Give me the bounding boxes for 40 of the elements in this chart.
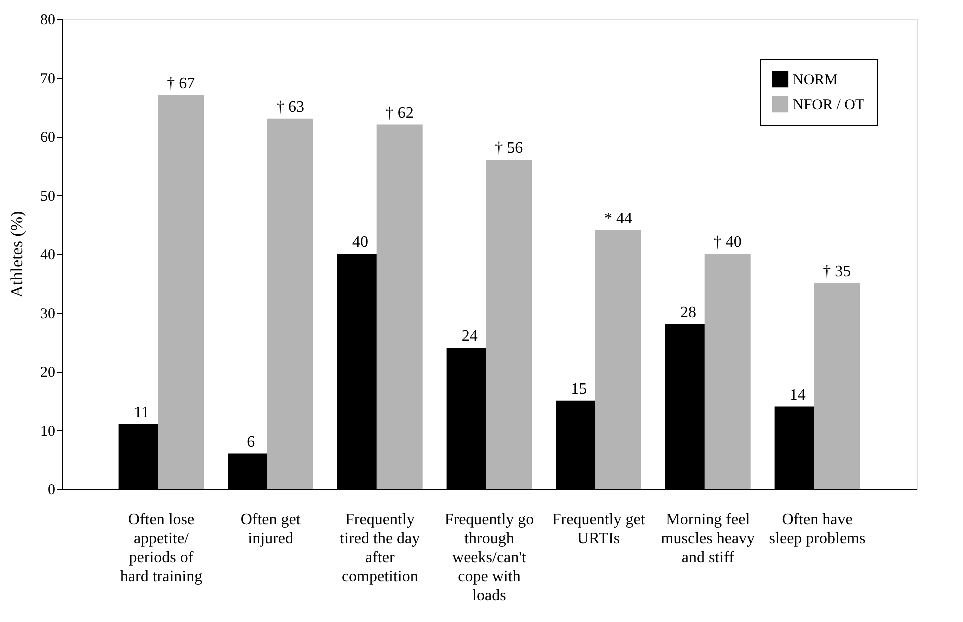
x-tick-label: Morning feel muscles heavy and stiff xyxy=(661,512,756,566)
bar xyxy=(268,118,314,489)
data-label: 14 xyxy=(790,386,806,404)
bar xyxy=(158,95,204,489)
y-tick-label: 0 xyxy=(48,482,56,498)
y-tick-label: 20 xyxy=(40,365,56,381)
data-label: † 56 xyxy=(495,140,524,157)
y-tick-label: 70 xyxy=(40,71,56,88)
data-label: 11 xyxy=(134,404,150,422)
data-label: 24 xyxy=(462,328,478,345)
y-tick-label: 50 xyxy=(40,188,56,205)
y-tick-label: 60 xyxy=(40,130,56,146)
bar xyxy=(814,283,860,489)
data-label: 6 xyxy=(247,434,256,451)
y-tick-label: 10 xyxy=(40,424,56,440)
data-label: † 67 xyxy=(167,75,196,92)
data-label: 40 xyxy=(352,234,368,251)
bar xyxy=(486,160,532,489)
x-tick-label: Frequently get URTIs xyxy=(552,512,646,548)
y-axis-title: Athletes (%) xyxy=(8,211,26,298)
y-tick-label: 40 xyxy=(40,248,56,264)
data-label: † 62 xyxy=(386,104,414,122)
x-tick-label: Often have sleep problems xyxy=(769,512,866,548)
legend-label: NORM xyxy=(793,72,838,88)
x-tick-label: Frequently go through weeks/can't cope with loads xyxy=(444,512,534,604)
data-label: † 40 xyxy=(714,234,742,251)
x-tick-label: Frequently tired the day after competition xyxy=(340,512,420,586)
data-label: 28 xyxy=(680,304,696,322)
data-label: † 35 xyxy=(823,263,852,280)
data-label: † 63 xyxy=(276,98,305,116)
y-tick-label: 80 xyxy=(40,12,56,28)
x-tick-label: Often get injured xyxy=(240,512,302,548)
bar xyxy=(376,124,423,489)
legend-label: NFOR / OT xyxy=(793,98,865,114)
bar xyxy=(596,230,642,489)
bar xyxy=(704,254,751,489)
x-tick-label: Often lose appetite/ periods of hard training xyxy=(120,512,203,586)
data-label: * 44 xyxy=(604,210,633,228)
y-tick-label: 30 xyxy=(40,306,56,322)
data-label: 15 xyxy=(571,380,588,398)
